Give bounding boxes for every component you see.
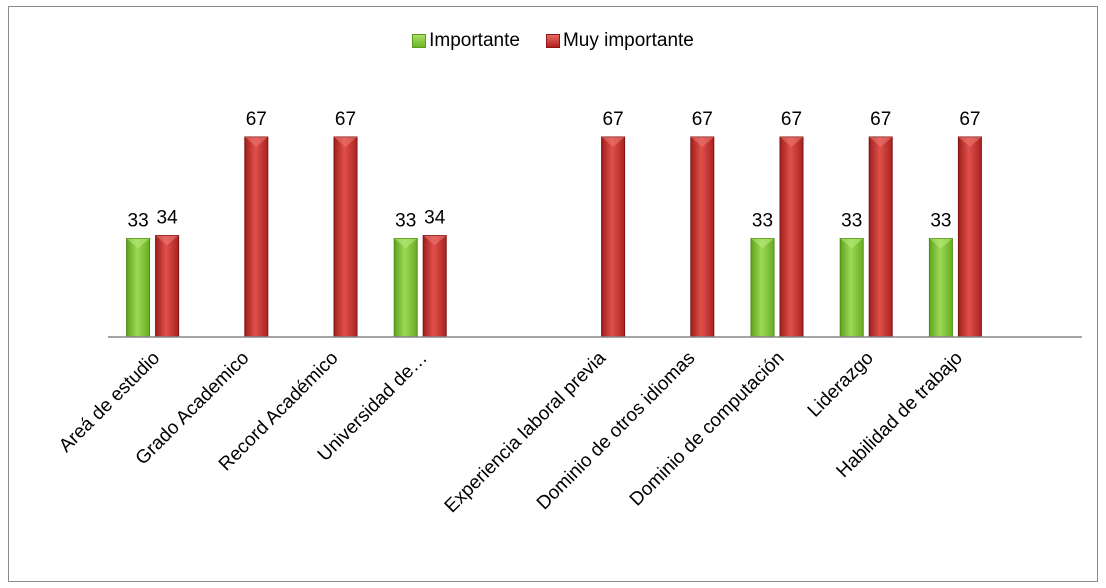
bar-bevel-importante-universidad-de	[394, 238, 418, 249]
bar-muy-importante-dominio-de-computacion	[779, 136, 804, 338]
bar-bevel-importante-habilidad-de-trabajo	[929, 238, 953, 249]
bar-bevel-muy-importante-liderazgo	[869, 137, 893, 147]
bar-bevel-muy-importante-experiencia-laboral-previa	[601, 137, 625, 147]
bar-bevel-importante-dominio-de-computacion	[751, 238, 774, 249]
chart-legend: Importante Muy importante	[0, 30, 1106, 52]
chart-area	[8, 6, 1098, 582]
bar-muy-importante-record-academico	[333, 136, 358, 338]
bar-muy-importante-universidad-de	[422, 235, 447, 338]
data-label-muy-importante-grado-academico: 67	[246, 109, 267, 130]
bar-bevel-muy-importante-dominio-de-computacion	[780, 137, 803, 147]
category-label-dominio-de-computacion: Dominio de computación	[626, 348, 789, 511]
category-label-dominio-de-otros-idiomas: Dominio de otros idiomas	[533, 348, 699, 514]
data-label-muy-importante-liderazgo: 67	[870, 109, 891, 130]
category-label-experiencia-laboral-previa: Experiencia laboral previa	[441, 347, 611, 517]
data-label-importante-dominio-de-computacion: 33	[752, 210, 773, 231]
bar-bevel-muy-importante-record-academico	[334, 137, 357, 147]
category-label-liderazgo: Liderazgo	[804, 348, 878, 422]
legend-swatch-importante	[412, 34, 427, 48]
bar-muy-importante-habilidad-de-trabajo	[957, 136, 982, 338]
data-label-muy-importante-dominio-de-otros-idiomas: 67	[692, 109, 713, 130]
data-label-importante-liderazgo: 33	[841, 210, 862, 231]
bar-muy-importante-experiencia-laboral-previa	[601, 136, 626, 338]
bar-bevel-muy-importante-universidad-de	[423, 235, 447, 246]
data-label-muy-importante-universidad-de: 34	[424, 208, 446, 229]
bar-muy-importante-grado-academico	[244, 136, 269, 338]
bar-importante-area-de-estudio	[126, 237, 151, 338]
legend-label-importante: Importante	[429, 30, 520, 51]
data-label-importante-area-de-estudio: 33	[128, 210, 149, 231]
legend-item-importante: Importante	[412, 30, 520, 52]
bar-bevel-importante-area-de-estudio	[126, 238, 150, 249]
bar-bevel-importante-liderazgo	[840, 238, 864, 249]
bar-bevel-muy-importante-habilidad-de-trabajo	[958, 137, 982, 147]
data-label-importante-universidad-de: 33	[395, 210, 416, 231]
legend-item-muy-importante: Muy importante	[545, 30, 694, 52]
bar-bevel-muy-importante-grado-academico	[244, 137, 268, 147]
bar-muy-importante-dominio-de-otros-idiomas	[690, 136, 715, 338]
bar-muy-importante-area-de-estudio	[155, 235, 180, 338]
data-label-muy-importante-dominio-de-computacion: 67	[781, 109, 802, 130]
bar-importante-dominio-de-computacion	[750, 237, 775, 338]
bar-bevel-muy-importante-dominio-de-otros-idiomas	[690, 137, 714, 147]
bar-bevel-muy-importante-area-de-estudio	[155, 235, 179, 246]
legend-label-muy-importante: Muy importante	[562, 30, 694, 51]
bar-importante-habilidad-de-trabajo	[928, 237, 953, 338]
bar-importante-universidad-de	[393, 237, 418, 338]
bar-importante-liderazgo	[839, 237, 864, 338]
data-label-muy-importante-area-de-estudio: 34	[157, 208, 179, 229]
legend-swatch-muy-importante	[545, 34, 560, 48]
bar-muy-importante-liderazgo	[868, 136, 893, 338]
data-label-muy-importante-habilidad-de-trabajo: 67	[959, 109, 980, 130]
data-label-muy-importante-record-academico: 67	[335, 109, 356, 130]
data-label-importante-habilidad-de-trabajo: 33	[930, 210, 951, 231]
data-label-muy-importante-experiencia-laboral-previa: 67	[603, 109, 624, 130]
